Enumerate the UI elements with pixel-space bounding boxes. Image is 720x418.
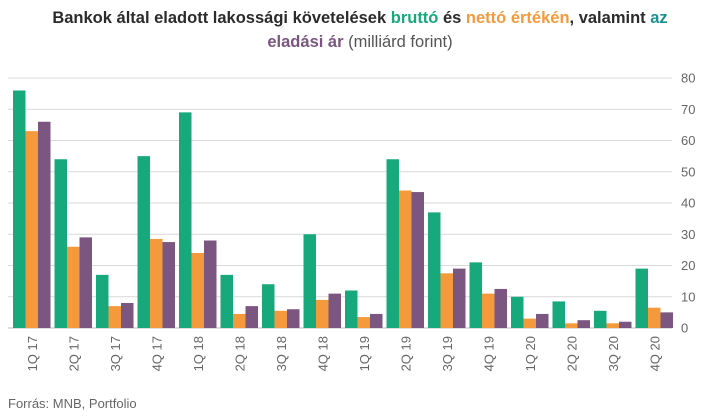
chart-title: Bankok által eladott lakossági követelés… — [0, 6, 720, 54]
bar-gross — [303, 234, 316, 328]
bar-sale — [162, 242, 175, 328]
bar-gross — [137, 156, 150, 328]
bar-gross — [469, 262, 482, 328]
x-tick-label: 1Q 17 — [25, 336, 40, 371]
bar-sale — [38, 121, 51, 328]
x-tick-label: 4Q 17 — [149, 336, 164, 371]
title-and: és — [438, 9, 466, 27]
bar-net — [150, 238, 163, 328]
bar-gross — [635, 268, 648, 328]
bar-net — [25, 131, 38, 328]
bar-sale — [660, 312, 673, 328]
bar-gross — [13, 90, 26, 328]
bar-gross — [262, 284, 275, 328]
bar-gross — [345, 290, 358, 328]
y-tick-label: 10 — [681, 289, 695, 304]
x-tick-label: 3Q 17 — [108, 336, 123, 371]
x-tick-label: 3Q 18 — [274, 336, 289, 371]
bar-gross — [594, 310, 607, 328]
bar-sale — [121, 303, 134, 328]
bar-gross — [552, 301, 565, 328]
bar-net — [233, 313, 246, 328]
bar-net — [274, 310, 287, 328]
bar-sale — [79, 237, 92, 328]
bar-gross — [220, 274, 233, 328]
x-tick-label: 4Q 18 — [315, 336, 330, 371]
title-gross-label: bruttó — [390, 9, 439, 27]
bar-sale — [494, 288, 507, 328]
bar-sale — [204, 240, 217, 328]
bar-net — [523, 318, 536, 328]
bar-sale — [536, 313, 549, 328]
y-tick-label: 30 — [681, 227, 695, 242]
bar-gross — [179, 112, 192, 328]
x-tick-label: 4Q 20 — [647, 336, 662, 371]
bar-sale — [328, 293, 341, 328]
bar-net — [399, 190, 412, 328]
bar-net — [482, 293, 495, 328]
bar-net — [357, 317, 370, 328]
bar-sale — [245, 306, 258, 328]
bar-net — [606, 323, 619, 328]
bar-sale — [370, 313, 383, 328]
x-tick-label: 2Q 17 — [66, 336, 81, 371]
y-tick-label: 80 — [681, 71, 695, 86]
bar-net — [191, 253, 204, 328]
title-az: az — [650, 9, 668, 27]
x-tick-label: 4Q 19 — [481, 336, 496, 371]
title-unit: (milliárd forint) — [343, 33, 453, 51]
x-tick-label: 1Q 19 — [357, 336, 372, 371]
bar-gross — [511, 296, 524, 328]
bar-sale — [287, 309, 300, 328]
bar-gross — [386, 159, 399, 328]
bar-sale — [453, 268, 466, 328]
x-tick-label: 3Q 19 — [440, 336, 455, 371]
bar-sale — [619, 321, 632, 328]
x-tick-label: 2Q 20 — [564, 336, 579, 371]
bar-net — [648, 307, 661, 328]
bar-gross — [54, 159, 67, 328]
bar-net — [565, 323, 578, 328]
x-tick-label: 1Q 20 — [523, 336, 538, 371]
y-tick-label: 40 — [681, 196, 695, 211]
x-tick-label: 1Q 18 — [191, 336, 206, 371]
y-tick-label: 70 — [681, 102, 695, 117]
bar-net — [108, 306, 121, 328]
title-text-part2: , valamint — [569, 9, 651, 27]
y-tick-label: 20 — [681, 258, 695, 273]
bar-sale — [411, 192, 424, 328]
title-net-label: nettó értékén — [465, 9, 570, 27]
title-sale-price-label: eladási ár — [267, 33, 344, 51]
bar-gross — [96, 274, 109, 328]
y-tick-label: 60 — [681, 133, 695, 148]
bar-net — [67, 246, 80, 328]
x-tick-label: 3Q 20 — [606, 336, 621, 371]
x-tick-label: 2Q 18 — [232, 336, 247, 371]
bar-sale — [577, 320, 590, 328]
bar-net — [440, 273, 453, 328]
y-tick-label: 50 — [681, 164, 695, 179]
source-note: Forrás: MNB, Portfolio — [8, 396, 137, 411]
y-tick-label: 0 — [681, 321, 688, 336]
title-text-part1: Bankok által eladott lakossági követelés… — [52, 9, 391, 27]
bar-gross — [428, 212, 441, 328]
bar-net — [316, 299, 329, 328]
x-tick-label: 2Q 19 — [398, 336, 413, 371]
